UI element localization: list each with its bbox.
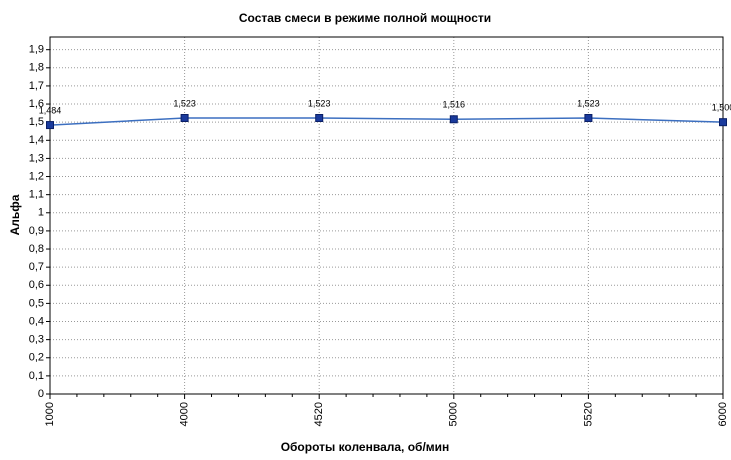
y-tick-label: 1,6 [29,98,44,110]
plot-border [49,36,724,395]
y-tick-label: 0,8 [29,243,44,255]
x-axis-label: Обороты коленвала, об/мин [281,440,450,454]
y-tick-label: 1,5 [29,116,44,128]
marker [46,121,54,130]
y-tick-label: 1,4 [29,134,44,146]
x-tick-label: 5520 [582,402,594,426]
y-tick-label: 1,3 [29,152,44,164]
data-label: 1,500 [712,103,731,113]
data-label: 1,523 [577,98,600,108]
line [49,117,724,126]
y-tick-label: 1 [38,207,44,219]
marker [180,114,189,123]
x-tick-label: 4520 [313,402,325,426]
data-label: 1,523 [173,98,196,108]
y-tick-label: 0,7 [29,261,44,273]
data-label: 1,484 [39,105,62,115]
y-tick-label: 0 [38,388,44,400]
data-label: 1,516 [443,100,466,110]
y-tick-label: 0,6 [29,279,44,291]
data-label: 1,523 [308,98,331,108]
x-tick-label: 4000 [179,402,191,426]
y-tick-label: 0,3 [29,334,44,346]
x-tick-label: 5000 [448,402,460,426]
y-tick-label: 0,9 [29,225,44,237]
y-tick-label: 0,1 [29,370,44,382]
y-tick-label: 1,1 [29,189,44,201]
y-tick-label: 1,7 [29,80,44,92]
marker [449,115,458,124]
marker [719,118,727,127]
y-axis-label: Альфа [8,194,22,235]
x-tick-label: 6000 [717,402,729,426]
y-tick-label: 0,2 [29,352,44,364]
y-tick-label: 0,5 [29,297,44,309]
y-tick-label: 1,8 [29,62,44,74]
chart-title: Состав смеси в режиме полной мощности [239,11,491,25]
marker [315,114,324,123]
marker [584,114,593,123]
x-tick-label: 1000 [44,402,56,426]
y-tick-label: 1,9 [29,44,44,56]
y-tick-label: 1,2 [29,170,44,182]
y-tick-label: 0,4 [29,315,44,327]
